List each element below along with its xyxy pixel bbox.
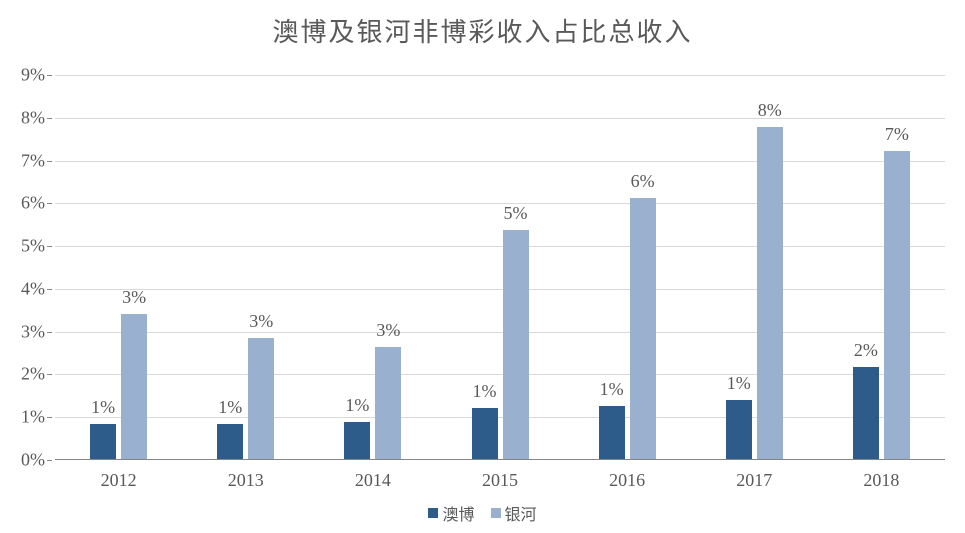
x-axis-label: 2013 — [228, 470, 264, 491]
y-axis-label: 8% — [0, 107, 45, 128]
bar-澳博 — [726, 400, 752, 459]
bar-银河 — [503, 230, 529, 459]
bar-value-label: 3% — [249, 311, 273, 332]
gridline — [55, 203, 945, 204]
legend: 澳博 银河 — [0, 501, 965, 525]
legend-text: 银河 — [505, 507, 537, 524]
y-tick — [47, 118, 52, 119]
bar-澳博 — [344, 422, 370, 459]
y-axis-label: 0% — [0, 450, 45, 471]
legend-item: 澳博 — [428, 501, 474, 525]
bar-澳博 — [472, 408, 498, 459]
y-tick — [47, 75, 52, 76]
chart-title: 澳博及银河非博彩收入占比总收入 — [0, 0, 965, 49]
x-axis-label: 2015 — [482, 470, 518, 491]
legend-item: 银河 — [491, 501, 537, 525]
y-tick — [47, 460, 52, 461]
bar-澳博 — [599, 406, 625, 459]
gridline — [55, 75, 945, 76]
gridline — [55, 417, 945, 418]
y-tick — [47, 161, 52, 162]
y-tick — [47, 417, 52, 418]
gridline — [55, 118, 945, 119]
y-tick — [47, 246, 52, 247]
y-tick — [47, 332, 52, 333]
y-tick — [47, 203, 52, 204]
x-axis-label: 2016 — [609, 470, 645, 491]
x-axis-label: 2014 — [355, 470, 391, 491]
y-axis-label: 9% — [0, 65, 45, 86]
bar-value-label: 7% — [885, 124, 909, 145]
y-axis-label: 3% — [0, 321, 45, 342]
bar-澳博 — [217, 424, 243, 459]
y-axis-label: 1% — [0, 407, 45, 428]
bar-value-label: 5% — [504, 203, 528, 224]
bar-银河 — [375, 347, 401, 459]
legend-text: 澳博 — [442, 507, 474, 524]
bar-value-label: 1% — [473, 381, 497, 402]
bar-银河 — [757, 127, 783, 459]
bar-value-label: 6% — [631, 171, 655, 192]
y-tick — [47, 374, 52, 375]
gridline — [55, 161, 945, 162]
gridline — [55, 374, 945, 375]
x-axis-label: 2012 — [101, 470, 137, 491]
bar-value-label: 2% — [854, 340, 878, 361]
gridline — [55, 246, 945, 247]
bar-澳博 — [853, 367, 879, 459]
bar-value-label: 3% — [122, 287, 146, 308]
x-axis-label: 2018 — [863, 470, 899, 491]
legend-swatch — [428, 508, 438, 518]
bar-value-label: 1% — [600, 379, 624, 400]
bar-value-label: 1% — [91, 397, 115, 418]
gridline — [55, 332, 945, 333]
bar-value-label: 3% — [376, 320, 400, 341]
y-axis-label: 4% — [0, 278, 45, 299]
bar-银河 — [248, 338, 274, 459]
bar-value-label: 1% — [218, 397, 242, 418]
bar-银河 — [884, 151, 910, 459]
bar-银河 — [121, 314, 147, 459]
y-axis-label: 6% — [0, 193, 45, 214]
y-tick — [47, 289, 52, 290]
bar-银河 — [630, 198, 656, 459]
bar-value-label: 1% — [727, 373, 751, 394]
y-axis-label: 2% — [0, 364, 45, 385]
y-axis-label: 7% — [0, 150, 45, 171]
bar-value-label: 1% — [345, 395, 369, 416]
plot-area: 0%1%2%3%4%5%6%7%8%9%20121%3%20131%3%2014… — [55, 75, 945, 460]
gridline — [55, 289, 945, 290]
bar-value-label: 8% — [758, 100, 782, 121]
legend-swatch — [491, 508, 501, 518]
chart-container: 澳博及银河非博彩收入占比总收入 0% 1% 2% 3% 4% 5% 6% 7% 8% 9% 2012… — [0, 0, 965, 533]
y-axis-label: 5% — [0, 236, 45, 257]
x-axis-label: 2017 — [736, 470, 772, 491]
bar-澳博 — [90, 424, 116, 459]
